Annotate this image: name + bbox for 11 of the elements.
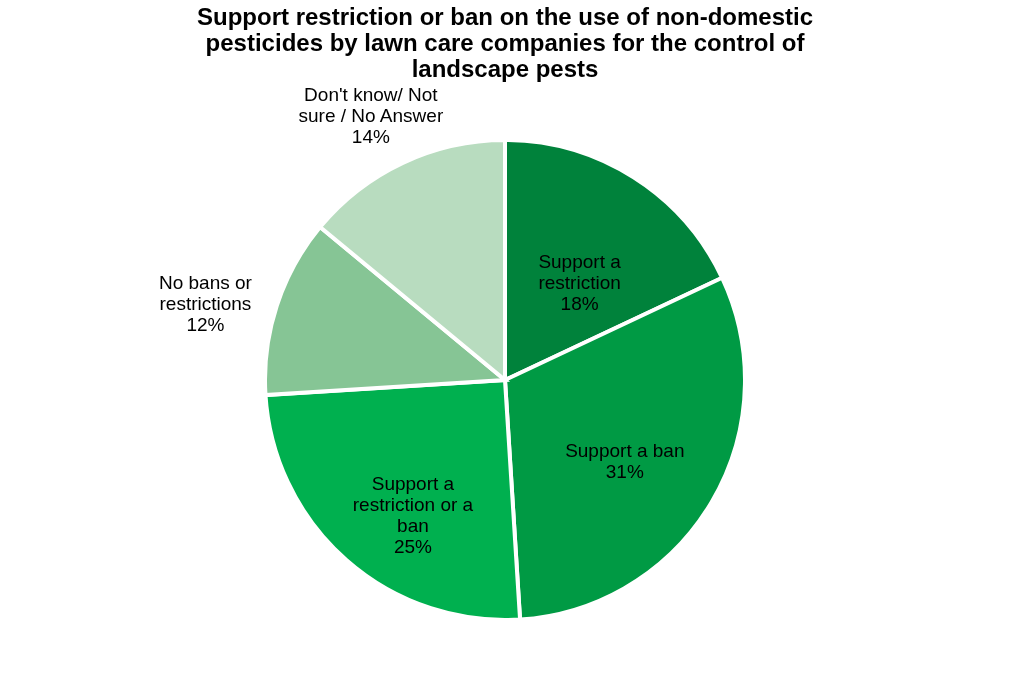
data-label: 12% — [186, 313, 225, 335]
slice-label: Support a restriction — [538, 251, 622, 294]
slice-label: No bans or restrictions — [158, 271, 253, 314]
slice-label: Don't know/ Not sure / No Answer — [298, 83, 444, 126]
slice-label: Support a ban — [565, 439, 685, 461]
chart-title: Support restriction or ban on the use of non-domestic pesticides by lawn care companies for the control of landscape pests — [196, 2, 814, 82]
data-label: 18% — [560, 293, 599, 315]
slice-label: Support a restriction or a ban — [352, 473, 474, 537]
data-label: 31% — [605, 460, 644, 482]
data-label: 14% — [351, 125, 390, 147]
data-label: 25% — [393, 536, 433, 558]
